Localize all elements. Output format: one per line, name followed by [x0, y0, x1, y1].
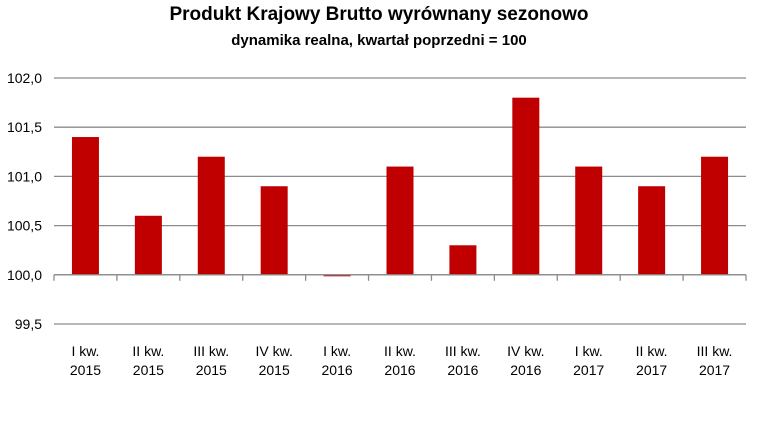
x-tick-label: 2016: [322, 362, 353, 378]
x-tick-label: 2016: [384, 362, 415, 378]
bar: [323, 274, 351, 277]
x-tick-label: 2017: [699, 362, 730, 378]
chart-title: Produkt Krajowy Brutto wyrównany sezonow…: [169, 4, 589, 25]
x-tick-label: I kw.: [323, 343, 351, 359]
x-tick-label: 2015: [133, 362, 164, 378]
y-tick-label: 100,5: [7, 218, 42, 234]
bar: [134, 215, 162, 275]
x-tick-label: IV kw.: [507, 343, 544, 359]
gridlines: [54, 77, 746, 325]
bar: [512, 97, 540, 275]
bar: [449, 245, 477, 275]
x-tick-label: 2015: [196, 362, 227, 378]
x-tick-label: III kw.: [697, 343, 733, 359]
y-tick-label: 101,0: [7, 168, 42, 184]
x-tick-label: II kw.: [132, 343, 164, 359]
x-tick-label: 2016: [447, 362, 478, 378]
y-tick-label: 100,0: [7, 267, 42, 283]
x-tick-label: II kw.: [636, 343, 668, 359]
x-tick-label: I kw.: [575, 343, 603, 359]
x-tick-label: 2017: [573, 362, 604, 378]
x-tick-label: 2015: [70, 362, 101, 378]
bar: [575, 166, 603, 275]
bar: [197, 156, 225, 275]
x-tick-label: IV kw.: [256, 343, 293, 359]
x-tick-label: III kw.: [193, 343, 229, 359]
y-tick-label: 102,0: [7, 70, 42, 86]
bar: [701, 156, 729, 275]
bars: [71, 97, 729, 277]
bar: [638, 186, 666, 275]
bar: [260, 186, 288, 275]
y-tick-label: 101,5: [7, 119, 42, 135]
bar: [386, 166, 414, 275]
y-axis-labels: 102,0 101,5 101,0 100,5 100,0 99,5: [7, 70, 42, 332]
x-tick-label: 2015: [259, 362, 290, 378]
chart-subtitle: dynamika realna, kwartał poprzedni = 100: [231, 32, 527, 49]
x-tick-label: 2017: [636, 362, 667, 378]
x-tick-label: 2016: [510, 362, 541, 378]
y-tick-label: 99,5: [15, 316, 42, 332]
x-tick-label: III kw.: [445, 343, 481, 359]
x-tick-label: I kw.: [71, 343, 99, 359]
bar: [71, 137, 99, 275]
x-axis: I kw. 2015 II kw. 2015 III kw. 2015 IV kw. 2015…: [53, 274, 747, 378]
x-tick-label: II kw.: [384, 343, 416, 359]
